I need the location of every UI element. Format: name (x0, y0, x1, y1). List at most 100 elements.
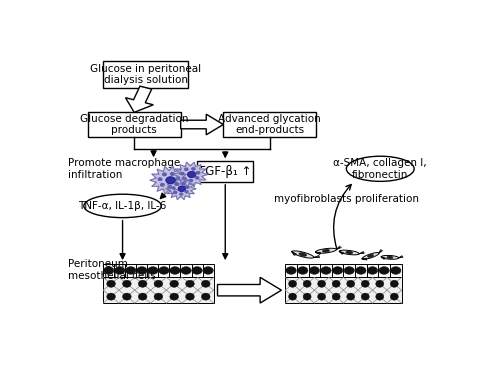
Bar (158, 264, 170, 278)
Bar (297, 264, 308, 278)
Bar (308, 264, 320, 278)
Polygon shape (316, 248, 336, 253)
Circle shape (176, 183, 178, 185)
Ellipse shape (303, 293, 311, 300)
Polygon shape (292, 251, 314, 258)
Circle shape (186, 186, 189, 188)
Ellipse shape (170, 293, 178, 300)
Ellipse shape (166, 177, 175, 184)
Bar (332, 264, 344, 278)
Circle shape (344, 267, 354, 274)
Bar (390, 264, 402, 278)
Circle shape (180, 193, 182, 195)
Circle shape (126, 267, 136, 274)
Bar (344, 264, 355, 278)
Bar (320, 264, 332, 278)
Ellipse shape (138, 280, 147, 287)
Bar (103, 61, 188, 88)
Circle shape (309, 267, 320, 274)
Bar (224, 112, 316, 137)
Bar (136, 264, 147, 278)
Circle shape (182, 183, 184, 185)
Circle shape (184, 168, 188, 170)
Ellipse shape (186, 280, 194, 287)
Bar (366, 264, 378, 278)
Circle shape (379, 267, 390, 274)
Text: Glucose in peritoneal
dialysis solution: Glucose in peritoneal dialysis solution (90, 64, 202, 85)
Ellipse shape (186, 293, 194, 300)
Bar (197, 161, 254, 182)
Circle shape (192, 168, 195, 170)
Text: myofibroblasts proliferation: myofibroblasts proliferation (274, 194, 418, 204)
Circle shape (175, 183, 178, 185)
Circle shape (190, 179, 192, 182)
Text: TNF-α, IL-1β, IL-6: TNF-α, IL-1β, IL-6 (78, 201, 167, 211)
Circle shape (158, 178, 162, 181)
Bar (103, 264, 114, 278)
Circle shape (286, 267, 296, 274)
Circle shape (183, 177, 186, 180)
Ellipse shape (84, 194, 162, 218)
Text: α-SMA, collagen I,
fibronectin: α-SMA, collagen I, fibronectin (334, 158, 427, 180)
Polygon shape (180, 114, 224, 135)
Polygon shape (126, 86, 154, 112)
Bar (378, 264, 390, 278)
Ellipse shape (122, 280, 131, 287)
Polygon shape (382, 255, 398, 259)
Ellipse shape (390, 280, 398, 287)
Ellipse shape (318, 293, 326, 300)
Bar (103, 278, 214, 303)
Ellipse shape (288, 280, 296, 287)
Text: Promote macrophage
infiltration: Promote macrophage infiltration (68, 158, 180, 180)
Ellipse shape (332, 293, 340, 300)
Circle shape (321, 267, 331, 274)
Ellipse shape (376, 280, 384, 287)
Ellipse shape (154, 293, 162, 300)
Bar (170, 264, 180, 278)
Ellipse shape (368, 255, 374, 257)
Circle shape (196, 171, 200, 174)
Bar (114, 264, 126, 278)
Circle shape (192, 267, 202, 274)
Bar (148, 264, 158, 278)
Polygon shape (150, 167, 188, 194)
Ellipse shape (322, 249, 330, 252)
Circle shape (170, 173, 174, 175)
Ellipse shape (361, 280, 369, 287)
Circle shape (172, 187, 175, 189)
Circle shape (177, 165, 204, 184)
Circle shape (203, 267, 213, 274)
Ellipse shape (170, 280, 178, 287)
Ellipse shape (188, 171, 196, 178)
Circle shape (114, 267, 125, 274)
Circle shape (356, 267, 366, 274)
Text: TGF-β₁ ↑: TGF-β₁ ↑ (198, 165, 252, 178)
Circle shape (154, 169, 184, 191)
Polygon shape (340, 250, 359, 255)
Circle shape (162, 173, 166, 176)
Circle shape (168, 186, 172, 188)
Ellipse shape (346, 293, 354, 300)
Ellipse shape (154, 280, 162, 287)
Ellipse shape (318, 280, 326, 287)
Text: Advanced glycation
end-products: Advanced glycation end-products (218, 114, 321, 135)
Circle shape (136, 267, 147, 274)
Ellipse shape (106, 293, 116, 300)
Circle shape (332, 267, 343, 274)
Circle shape (169, 180, 192, 197)
Circle shape (181, 267, 191, 274)
Bar (286, 264, 297, 278)
Circle shape (170, 267, 180, 274)
Ellipse shape (361, 293, 369, 300)
Ellipse shape (202, 293, 210, 300)
Text: Peritoneum
mesothelial cells: Peritoneum mesothelial cells (68, 259, 156, 281)
Ellipse shape (288, 293, 296, 300)
Circle shape (176, 177, 180, 180)
Circle shape (180, 173, 184, 175)
Polygon shape (362, 253, 379, 259)
Text: Glucose degradation
products: Glucose degradation products (80, 114, 188, 135)
Polygon shape (166, 178, 196, 200)
Circle shape (390, 267, 401, 274)
Circle shape (104, 267, 114, 274)
Circle shape (196, 177, 198, 179)
